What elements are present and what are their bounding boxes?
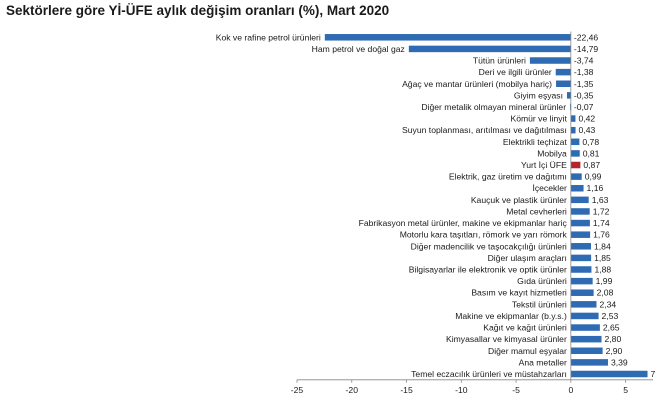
value-label: 0,99	[585, 172, 602, 182]
category-label: Fabrikasyon metal ürünler, makine ve eki…	[359, 218, 568, 228]
value-label: 3,39	[611, 357, 628, 367]
value-label: -0,35	[574, 90, 594, 100]
bar	[570, 161, 581, 169]
category-label: Ana metaller	[519, 357, 567, 367]
value-label: 1,72	[593, 206, 610, 216]
bar	[570, 266, 592, 273]
bar	[570, 301, 597, 308]
bar	[570, 173, 582, 180]
x-tick-label: -10	[455, 385, 468, 395]
category-label: Kömür ve linyit	[510, 114, 567, 124]
value-label: 2,08	[597, 288, 614, 298]
value-label: 2,34	[599, 299, 616, 309]
category-label: Suyun toplanması, arıtılması ve dağıtılm…	[402, 125, 567, 135]
category-label: Metal cevherleri	[506, 206, 567, 216]
bar	[570, 231, 591, 238]
value-label: 0,78	[582, 137, 599, 147]
category-label: Motorlu kara taşıtları, römork ve yarı r…	[400, 230, 568, 240]
chart-title: Sektörlere göre Yİ-ÜFE aylık değişim ora…	[6, 3, 390, 18]
value-label: 1,74	[593, 218, 610, 228]
bar	[570, 115, 576, 122]
category-label: Diğer madencilik ve taşocakçılığı ürünle…	[411, 241, 567, 251]
value-label: -0,07	[574, 102, 594, 112]
bar	[570, 126, 576, 134]
value-label: -1,35	[574, 79, 594, 89]
x-tick-label: -15	[400, 385, 413, 395]
category-label: Gıda ürünleri	[517, 276, 567, 286]
category-label: Giyim eşyası	[514, 90, 563, 100]
category-label: Yurt İçi ÜFE	[521, 160, 567, 170]
category-label: Kauçuk ve plastik ürünler	[471, 195, 567, 205]
bar	[570, 312, 599, 320]
value-label: -1,38	[574, 67, 594, 77]
bar	[570, 184, 584, 192]
value-label: 2,53	[602, 311, 619, 321]
bar	[570, 150, 580, 157]
x-tick-label: 5	[623, 385, 628, 395]
bar	[570, 208, 590, 215]
bar	[408, 45, 571, 53]
category-label: Diğer metalik olmayan mineral ürünler	[421, 102, 566, 112]
category-label: Diğer mamul eşyalar	[488, 346, 567, 356]
value-label: 0,87	[583, 160, 600, 170]
bar	[324, 34, 571, 41]
bar	[570, 370, 648, 378]
bar	[570, 347, 603, 355]
category-label: Makine ve ekipmanlar (b.y.s.)	[455, 311, 567, 321]
category-label: Elektrikli teçhizat	[503, 137, 568, 147]
value-label: 0,81	[583, 148, 600, 158]
bar	[570, 138, 580, 146]
value-label: -3,74	[574, 56, 594, 66]
x-tick-label: 0	[568, 385, 573, 395]
x-tick-label: -20	[346, 385, 359, 395]
category-label: Tekstil ürünleri	[512, 299, 567, 309]
value-label: 1,84	[594, 241, 611, 251]
x-tick-label: -25	[291, 385, 304, 395]
bar	[570, 196, 589, 204]
bar	[570, 335, 602, 343]
value-label: 2,80	[605, 334, 622, 344]
category-label: Kok ve rafine petrol ürünleri	[216, 32, 321, 42]
category-label: Deri ve ilgili ürünler	[479, 67, 552, 77]
category-label: Tütün ürünleri	[473, 56, 526, 66]
x-tick-label: -5	[512, 385, 520, 395]
category-label: Temel eczacılık ürünleri ve müstahzarlar…	[411, 369, 567, 379]
bar	[567, 92, 571, 99]
bar	[570, 289, 594, 296]
value-label: 7	[651, 369, 656, 379]
bar	[570, 359, 608, 366]
value-label: -22,46	[574, 32, 599, 42]
bar	[529, 57, 571, 64]
bar	[570, 277, 593, 285]
value-label: 0,43	[579, 125, 596, 135]
bar	[556, 80, 571, 87]
value-label: 0,42	[578, 114, 595, 124]
value-label: 1,76	[593, 230, 610, 240]
value-label: 2,65	[603, 323, 620, 333]
value-label: 1,85	[594, 253, 611, 263]
category-label: Kağıt ve kağıt ürünleri	[483, 323, 567, 333]
bar	[570, 324, 600, 331]
value-label: 1,63	[592, 195, 609, 205]
bar	[555, 68, 571, 76]
bar	[570, 243, 592, 250]
category-label: Basım ve kayıt hizmetleri	[471, 288, 567, 298]
bar	[570, 254, 592, 262]
value-label: 1,88	[594, 265, 611, 275]
category-label: Bilgisayarlar ile elektronik ve optik ür…	[409, 265, 567, 275]
value-label: -14,79	[574, 44, 599, 54]
value-label: 2,90	[606, 346, 623, 356]
category-label: Kimyasallar ve kimyasal ürünler	[446, 334, 567, 344]
category-label: İçecekler	[532, 183, 567, 193]
category-label: Diğer ulaşım araçları	[488, 253, 567, 263]
value-label: 1,16	[587, 183, 604, 193]
category-label: Elektrik, gaz üretim ve dağıtımı	[449, 172, 567, 182]
bar	[570, 219, 590, 227]
category-label: Mobilya	[537, 148, 567, 158]
category-label: Ham petrol ve doğal gaz	[312, 44, 405, 54]
value-label: 1,99	[596, 276, 613, 286]
category-label: Ağaç ve mantar ürünleri (mobilya hariç)	[402, 79, 552, 89]
